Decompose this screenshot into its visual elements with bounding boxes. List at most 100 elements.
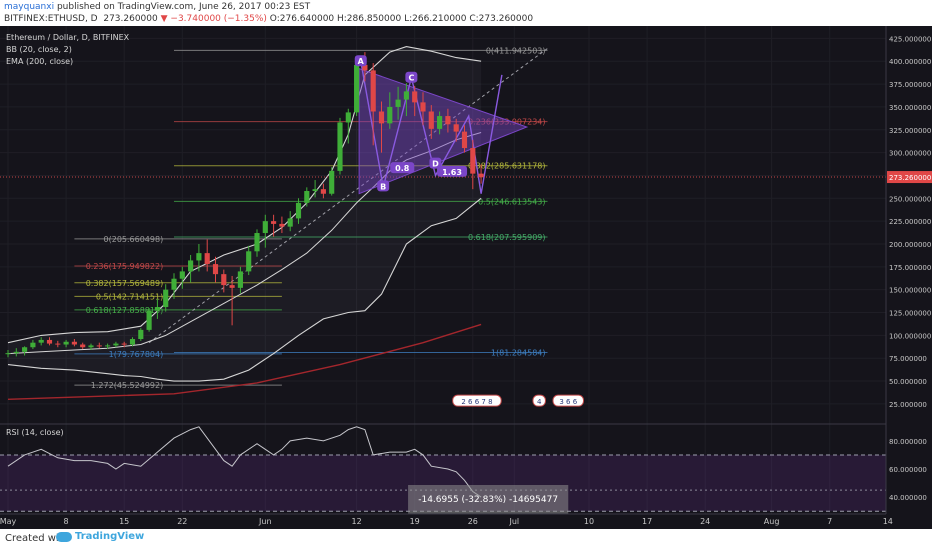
price-tick-label: 400.000000 <box>889 58 931 66</box>
legend-main: Ethereum / Dollar, D, BITFINEX <box>6 33 130 42</box>
candle-body <box>55 343 61 345</box>
candle-body <box>362 64 368 71</box>
grid <box>0 26 889 514</box>
candle-body <box>154 307 160 311</box>
rsi-pane: -14.6955 (-32.83%) -14695477 <box>0 426 886 514</box>
price-tick-label: 225.000000 <box>889 218 931 226</box>
last-price-badge <box>887 171 932 184</box>
candle-body <box>13 351 19 354</box>
time-tick-label: 15 <box>119 517 129 526</box>
symbol-line: BITFINEX:ETHUSD, D 273.260000 ▼ −3.74000… <box>4 14 533 24</box>
price-axis[interactable]: 25.000000 50.000000 75.000000 100.000000 125… <box>885 26 932 529</box>
bollinger-band-area <box>8 46 482 382</box>
last-price-label: 273.260000 <box>889 174 931 182</box>
pattern-labels: A B C D 0.8 1.63 2 6 6 7 8 4 3 6 6 <box>354 55 584 407</box>
candle-body <box>403 91 409 100</box>
candle-body <box>387 106 393 124</box>
candles <box>5 52 484 358</box>
candle-body <box>204 253 210 265</box>
candle-body <box>138 329 144 340</box>
candle-body <box>129 339 136 345</box>
time-axis[interactable]: May 8 15 22 Jun 12 19 26 Jul 10 17 24 Aug 7 14 <box>0 513 893 526</box>
event-label: 2 6 6 7 8 <box>461 398 492 406</box>
fib-level-label: 0.5(246.613543) <box>478 197 545 206</box>
candle-body <box>171 278 177 290</box>
candle-body <box>304 190 310 203</box>
candle-body <box>428 111 434 129</box>
candle-body <box>163 289 169 308</box>
candle-body <box>5 353 11 355</box>
bollinger-lower-line <box>7 197 482 382</box>
chart-area[interactable]: 0(411.942503) 0.236(333.907234) 0.382(285.… <box>0 26 932 529</box>
ema200-line <box>7 323 482 400</box>
fib-level-label: 0(205.660498) <box>104 235 164 244</box>
price-tick-label: 375.000000 <box>889 81 931 89</box>
bollinger-fill <box>8 46 482 382</box>
time-tick-label: 7 <box>827 517 832 526</box>
fib-level-label: 0.236(175.949822) <box>86 262 164 271</box>
rsi-tick-label: 40.000000 <box>889 494 927 502</box>
candle-body <box>453 124 459 132</box>
pattern-point-label: B <box>380 182 386 191</box>
candle-body <box>229 285 235 288</box>
ohlc-values: O:276.640000 H:286.850000 L:266.210000 C… <box>269 14 534 24</box>
candle-body <box>88 345 94 348</box>
fib-level-label: 0(411.942503) <box>486 46 546 55</box>
candle-body <box>46 339 53 344</box>
fib-level-label: 0.382(157.569489) <box>86 279 164 288</box>
price-tick-label: 350.000000 <box>889 104 931 112</box>
pattern-point-label: 0.8 <box>395 164 410 173</box>
candle-body <box>30 342 36 348</box>
fibonacci-levels: 0(411.942503) 0.236(333.907234) 0.382(285.… <box>74 46 548 390</box>
candle-body <box>354 64 360 113</box>
measure-label: -14.6955 (-32.83%) -14695477 <box>418 495 558 505</box>
time-tick-label: 12 <box>352 517 362 526</box>
published-text: published on TradingView.com, June 26, 2… <box>54 2 311 12</box>
candle-body <box>221 274 227 286</box>
candle-body <box>478 173 484 178</box>
time-tick-label: Jul <box>508 517 519 526</box>
candle-body <box>246 251 252 272</box>
candle-body <box>146 310 152 330</box>
fib-level-label: 0.618(207.595909) <box>468 233 546 242</box>
price-tick-label: 25.000000 <box>889 401 927 409</box>
candle-body <box>295 202 302 219</box>
legend-ema: EMA (200, close) <box>6 57 73 66</box>
event-badge <box>452 394 502 407</box>
candle-body <box>412 91 418 103</box>
tradingview-logo[interactable]: TradingView <box>56 531 144 542</box>
candle-body <box>63 341 69 345</box>
time-tick-label: 22 <box>177 517 187 526</box>
author-link[interactable]: mayquanxi <box>4 2 55 12</box>
time-tick-label: 24 <box>700 517 710 526</box>
fib-level-label: 0.5(142.714151) <box>96 292 163 301</box>
time-tick-label: 19 <box>410 517 420 526</box>
candle-body <box>196 253 202 261</box>
candle-body <box>287 218 293 227</box>
pattern-point-label: C <box>408 74 414 83</box>
candle-body <box>329 170 335 194</box>
last-price: 273.260000 <box>103 14 158 24</box>
price-change: ▼ −3.740000 (−1.35%) <box>160 14 267 24</box>
price-tick-label: 50.000000 <box>889 378 927 386</box>
pattern-point-label: D <box>432 160 439 169</box>
candle-body <box>188 260 194 272</box>
candle-body <box>121 343 127 345</box>
time-tick-label: 17 <box>642 517 652 526</box>
event-label: 4 <box>537 398 542 406</box>
rsi-line <box>7 426 482 498</box>
price-tick-label: 125.000000 <box>889 310 931 318</box>
price-tick-label: 250.000000 <box>889 195 931 203</box>
candle-body <box>461 131 468 149</box>
candle-body <box>395 99 401 107</box>
pattern-point-badge <box>390 162 415 174</box>
candle-body <box>105 345 111 347</box>
candle-body <box>345 112 351 123</box>
fib-level-label: 0.236(333.907234) <box>468 118 546 127</box>
fib-level-label: 0.618(127.858813) <box>86 306 164 315</box>
time-tick-label: Jun <box>258 517 272 526</box>
trend-line <box>148 48 548 344</box>
event-label: 3 6 6 <box>559 398 577 406</box>
price-tick-label: 150.000000 <box>889 287 931 295</box>
price-axis-bg <box>886 26 932 529</box>
